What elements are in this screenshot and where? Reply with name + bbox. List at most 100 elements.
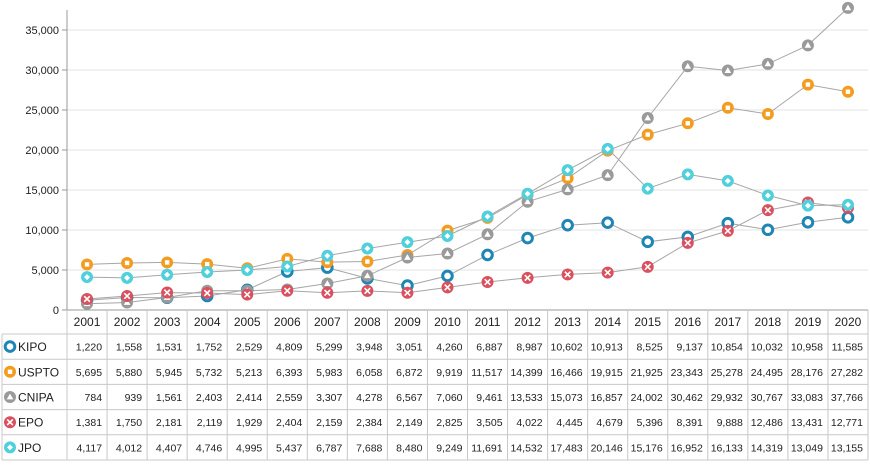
x-category-label: 2008	[354, 315, 381, 329]
table-cell-jpo: 4,995	[236, 442, 262, 454]
data-point-uspto-center	[164, 260, 170, 265]
table-cell-cnipa: 9,461	[476, 392, 502, 404]
table-cell-kipo: 11,585	[832, 342, 863, 354]
legend-key-uspto-center	[7, 369, 13, 374]
data-point-epo-center	[283, 287, 291, 295]
data-point-jpo-center	[484, 213, 491, 220]
table-cell-epo: 4,445	[556, 417, 582, 429]
table-cell-epo: 2,384	[356, 417, 382, 429]
x-category-label: 2018	[755, 315, 782, 329]
table-cell-kipo: 1,220	[76, 342, 102, 354]
series-markers	[80, 1, 855, 310]
data-point-epo-center	[684, 239, 692, 247]
data-point-kipo	[441, 269, 454, 283]
data-point-jpo-center	[764, 192, 771, 199]
table-cell-kipo: 6,887	[476, 342, 502, 354]
data-point-jpo-center	[444, 233, 451, 240]
table-cell-jpo: 7,688	[356, 442, 382, 454]
table-cell-uspto: 5,732	[196, 367, 222, 379]
table-cell-uspto: 6,393	[276, 367, 302, 379]
data-point-jpo-center	[524, 190, 531, 197]
data-point-uspto-center	[365, 259, 370, 264]
y-tick-label: 15,000	[25, 185, 59, 197]
x-category-label: 2006	[274, 315, 301, 329]
data-point-uspto-center	[685, 121, 690, 126]
table-cell-epo: 4,679	[596, 417, 622, 429]
table-cell-cnipa: 30,767	[751, 392, 783, 404]
legend-key-epo-center	[6, 418, 14, 426]
table-cell-epo: 3,505	[476, 417, 502, 429]
y-tick-label: 10,000	[25, 225, 59, 237]
x-category-label: 2019	[795, 315, 822, 329]
table-cell-cnipa: 2,403	[196, 392, 222, 404]
data-point-kipo	[481, 248, 494, 262]
data-point-epo-center	[644, 263, 652, 271]
data-point-jpo-center	[564, 167, 571, 174]
data-point-uspto-center	[84, 262, 90, 267]
table-cell-epo: 1,929	[236, 417, 262, 429]
table-cell-jpo: 14,532	[510, 442, 542, 454]
data-point-jpo-center	[404, 239, 411, 246]
table-cell-cnipa: 2,414	[236, 392, 262, 404]
data-point-jpo-center	[124, 274, 131, 281]
data-point-epo-center	[764, 206, 772, 214]
x-category-label: 2003	[154, 315, 181, 329]
table-cell-uspto: 5,880	[116, 367, 142, 379]
y-tick-label: 30,000	[25, 65, 59, 77]
x-category-label: 2001	[74, 315, 101, 329]
x-category-label: 2014	[594, 315, 621, 329]
legend-key-jpo-center	[7, 444, 13, 451]
y-tick-label: 0	[53, 305, 59, 317]
data-point-jpo-center	[364, 245, 371, 252]
table-cell-epo: 8,391	[677, 417, 703, 429]
data-point-uspto-center	[805, 82, 811, 87]
data-point-uspto-center	[845, 89, 851, 94]
series-line-cnipa	[86, 7, 849, 305]
table-cell-kipo: 8,987	[516, 342, 542, 354]
table-cell-epo: 9,888	[717, 417, 743, 429]
data-point-epo-center	[564, 271, 571, 278]
table-cell-uspto: 21,925	[631, 367, 663, 379]
table-cell-kipo: 3,051	[396, 342, 422, 354]
x-category-label: 2015	[634, 315, 661, 329]
table-cell-cnipa: 29,932	[711, 392, 743, 404]
data-point-kipo	[601, 216, 614, 229]
table-cell-kipo: 1,752	[196, 342, 222, 354]
data-point-uspto-center	[124, 260, 130, 266]
table-cell-cnipa: 15,073	[551, 392, 583, 404]
table-cell-epo: 12,486	[751, 417, 783, 429]
table-cell-cnipa: 2,559	[276, 392, 302, 404]
x-category-label: 2005	[234, 315, 261, 329]
data-point-jpo-center	[724, 177, 731, 184]
table-cell-uspto: 16,466	[551, 367, 583, 379]
series-line-kipo	[86, 216, 849, 301]
table-cell-jpo: 4,012	[116, 442, 142, 454]
table-cell-cnipa: 4,278	[356, 392, 382, 404]
data-point-cnipa-center	[524, 198, 531, 205]
table-cell-cnipa: 16,857	[591, 392, 623, 404]
data-point-uspto-center	[204, 261, 210, 267]
data-point-uspto-center	[645, 132, 650, 137]
data-point-jpo-center	[84, 274, 91, 281]
table-cell-cnipa: 24,002	[631, 392, 663, 404]
data-point-jpo-center	[644, 185, 651, 192]
data-point-cnipa-center	[604, 171, 611, 178]
table-cell-uspto: 6,872	[396, 367, 422, 379]
data-point-cnipa-center	[644, 114, 652, 121]
y-tick-label: 20,000	[25, 145, 59, 157]
data-point-jpo-center	[244, 267, 251, 274]
table-cell-cnipa: 939	[125, 392, 143, 404]
table-cell-uspto: 27,282	[831, 367, 863, 379]
table-cell-cnipa: 13,533	[510, 392, 542, 404]
table-cell-uspto: 5,983	[316, 367, 342, 379]
x-category-label: 2013	[554, 315, 581, 329]
table-cell-uspto: 24,495	[751, 367, 783, 379]
table-cell-epo: 12,771	[831, 417, 863, 429]
data-point-jpo-center	[204, 269, 211, 276]
data-point-uspto-center	[285, 256, 290, 262]
data-point-epo-center	[163, 289, 171, 296]
data-point-cnipa-center	[404, 254, 411, 260]
data-point-epo-center	[203, 289, 211, 297]
data-point-jpo-center	[164, 271, 171, 278]
table-cell-kipo: 10,958	[791, 342, 823, 354]
